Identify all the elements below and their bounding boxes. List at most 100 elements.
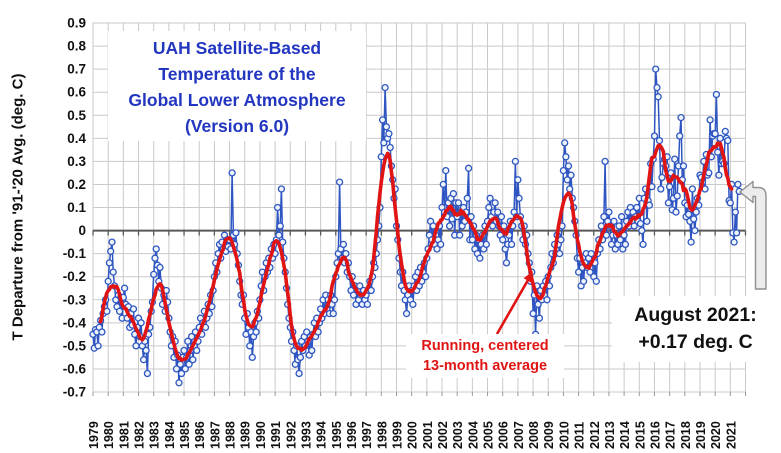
x-tick-label: 2014 <box>618 421 632 449</box>
data-point <box>658 173 666 182</box>
y-tick-label: 0.2 <box>67 177 86 192</box>
data-point <box>378 116 387 124</box>
data-point <box>232 229 240 237</box>
data-point <box>497 213 506 221</box>
y-tick-label: 0.1 <box>67 200 86 215</box>
x-tick-label: 2016 <box>648 421 662 449</box>
data-point <box>726 199 734 207</box>
chart-title-line: Temperature of the <box>158 64 316 84</box>
data-point <box>529 309 537 318</box>
data-point <box>652 65 660 73</box>
data-point <box>705 169 713 177</box>
data-point <box>104 277 112 285</box>
data-point <box>120 284 129 292</box>
data-point <box>664 199 673 207</box>
x-tick-label: 1992 <box>284 421 298 449</box>
data-point <box>184 337 192 345</box>
data-point <box>248 353 256 362</box>
latest-point-arrow-icon <box>739 180 767 290</box>
y-axis-title: T Departure from '91-'20 Avg. (deg. C) <box>9 73 27 341</box>
data-point <box>653 83 661 92</box>
x-tick-label: 2006 <box>497 421 511 449</box>
data-point <box>273 203 282 212</box>
data-point <box>615 222 623 230</box>
data-point <box>409 300 417 309</box>
data-point <box>172 365 181 373</box>
y-tick-label: -0.4 <box>63 315 87 330</box>
x-tick-label: 1993 <box>299 421 313 449</box>
data-point <box>630 222 638 230</box>
data-point <box>330 296 339 304</box>
data-point <box>688 185 697 193</box>
latest-value-anomaly: +0.17 deg. C <box>638 331 753 353</box>
data-point <box>535 314 544 322</box>
data-point <box>339 240 348 249</box>
data-point <box>437 240 445 249</box>
data-point <box>276 222 284 230</box>
data-point <box>605 208 613 216</box>
data-point <box>151 254 159 262</box>
data-point <box>152 245 160 253</box>
data-point <box>692 208 700 216</box>
data-point <box>132 342 140 350</box>
y-tick-label: 0.6 <box>67 85 86 100</box>
data-point <box>177 369 186 378</box>
data-point <box>684 210 693 219</box>
data-point <box>716 134 724 142</box>
data-point <box>109 268 117 276</box>
data-point <box>654 93 662 101</box>
data-point <box>730 238 738 246</box>
data-point <box>108 238 116 246</box>
x-tick-label: 2004 <box>466 421 480 449</box>
smoothing-callout-arrow-icon <box>495 271 533 335</box>
y-tick-label: 0.5 <box>67 108 86 123</box>
data-point <box>275 231 283 239</box>
data-point <box>176 360 184 368</box>
data-point <box>329 309 337 318</box>
latest-value-annotation: August 2021: +0.17 deg. C <box>612 296 779 362</box>
x-tick-label: 1980 <box>102 421 116 449</box>
data-point <box>129 305 138 313</box>
data-point <box>445 222 454 230</box>
data-point <box>514 176 522 184</box>
x-tick-label: 1997 <box>360 421 374 449</box>
x-tick-label: 2011 <box>573 422 587 449</box>
data-point <box>566 185 574 193</box>
data-point <box>464 164 473 172</box>
data-point <box>421 273 430 281</box>
data-point <box>592 277 600 285</box>
data-point <box>610 217 618 225</box>
data-point <box>724 136 732 145</box>
x-tick-label: 2015 <box>633 421 647 449</box>
data-point <box>187 332 196 341</box>
data-point <box>485 203 493 212</box>
data-point <box>228 169 236 177</box>
x-tick-label: 2010 <box>557 421 571 449</box>
data-point <box>567 171 575 179</box>
data-point <box>676 132 684 140</box>
x-tick-label: 1990 <box>254 421 268 449</box>
x-tick-label: 1984 <box>163 421 177 449</box>
x-tick-label: 1995 <box>330 421 344 449</box>
data-point <box>562 153 570 161</box>
data-point <box>655 136 664 145</box>
y-tick-label: -0.1 <box>63 246 87 261</box>
data-point <box>499 236 507 244</box>
y-tick-label: -0.2 <box>63 269 86 284</box>
data-point <box>687 238 695 246</box>
data-point <box>385 130 393 138</box>
data-point <box>143 369 152 378</box>
data-point <box>142 346 150 355</box>
x-tick-label: 2020 <box>709 421 723 449</box>
data-point <box>356 282 364 290</box>
y-tick-label: 0 <box>78 223 86 238</box>
axis-labels-layer: 0.9 0.8 0.7 0.6 0.5 0.4 0.3 0.2 0.1 0 -0.1 -0.2 -0.3… <box>63 16 739 450</box>
data-point <box>335 178 344 186</box>
data-point <box>561 139 569 147</box>
data-point <box>463 194 471 202</box>
data-point <box>193 346 201 355</box>
data-point <box>671 155 679 163</box>
data-point <box>555 249 564 258</box>
y-tick-label: 0.8 <box>67 39 86 54</box>
